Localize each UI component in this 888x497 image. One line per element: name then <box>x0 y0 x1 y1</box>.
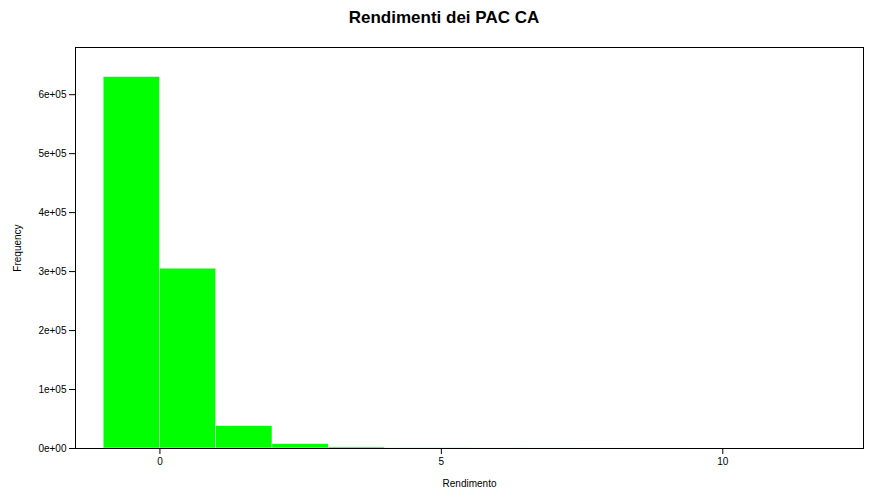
svg-text:Rendimento: Rendimento <box>443 478 497 489</box>
svg-text:4e+05: 4e+05 <box>38 207 67 218</box>
svg-text:5e+05: 5e+05 <box>38 148 67 159</box>
svg-text:10: 10 <box>717 456 729 467</box>
svg-text:1e+05: 1e+05 <box>38 384 67 395</box>
html-text:Rendimenti dei PAC CA: Rendimenti dei PAC CA <box>348 8 540 27</box>
svg-text:Frequency: Frequency <box>12 224 23 271</box>
svg-text:6e+05: 6e+05 <box>38 89 67 100</box>
svg-text:0: 0 <box>157 456 163 467</box>
svg-text:5: 5 <box>439 456 445 467</box>
svg-text:2e+05: 2e+05 <box>38 325 67 336</box>
svg-text:3e+05: 3e+05 <box>38 266 67 277</box>
svg-text:0e+00: 0e+00 <box>38 443 67 454</box>
